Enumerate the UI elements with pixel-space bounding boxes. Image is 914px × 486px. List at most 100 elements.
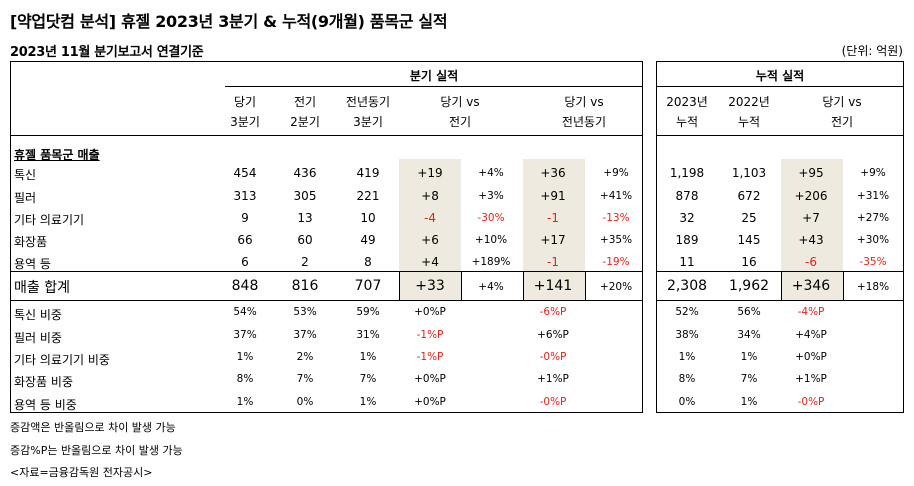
total-q-cur: 848 [231,278,259,294]
total-q-vs-prev-diff: +33 [415,278,445,294]
cell-q-yoy: 8 [364,255,372,269]
cell-q-vs-yoy-diff: +36 [540,166,566,180]
shade-q-vs-yoy [523,159,585,300]
ratio-c-2022: 7% [740,373,758,385]
ratio-label: 톡신 비중 [14,308,62,322]
cell-c-2023: 189 [675,233,699,247]
ratio-c-2023: 8% [678,373,696,385]
total-label: 매출 합계 [14,280,70,296]
row-label: 톡신 [14,168,37,182]
col-header-c-2022: 2022년 누적 [728,95,770,129]
ratio-q-prev: 2% [296,351,314,363]
cell-q-vs-yoy-diff: -1 [547,255,559,269]
total-c-vs-pct: +18% [856,281,890,293]
cell-c-vs-diff: +43 [798,233,824,247]
row-label: 기타 의료기기 [14,213,85,227]
section-label: 휴젤 품목군 매출 [14,148,100,162]
ratio-q-cur: 1% [236,351,254,363]
divider [11,271,643,272]
cell-q-vs-yoy-pct: +41% [599,190,633,202]
ratio-q-prev: 7% [296,373,314,385]
shade-c-vs [781,159,843,300]
divider [461,271,462,300]
ratio-c-vs: -0%P [797,396,825,408]
ratio-q-cur: 37% [233,329,257,341]
col-header-q-vs-yoy: 당기 vs 전년동기 [561,95,607,129]
ratio-c-vs: +1%P [795,373,827,385]
cell-c-2022: 145 [737,233,761,247]
total-q-vs-prev-pct: +4% [478,281,504,293]
cell-q-vs-prev-pct: -30% [477,212,505,224]
cell-c-2022: 16 [741,255,757,269]
divider [657,86,904,87]
ratio-q-vs-yoy: -0%P [539,351,567,363]
cell-c-vs-diff: +95 [798,166,824,180]
ratio-c-2022: 34% [737,329,761,341]
total-c-2023: 2,308 [666,278,708,294]
cell-c-vs-pct: +9% [860,167,886,179]
cell-q-yoy: 49 [360,233,376,247]
divider [657,271,904,272]
cell-q-cur: 66 [237,233,253,247]
unit-label: (단위: 억원) [841,44,903,58]
ratio-q-yoy: 59% [356,306,380,318]
cell-q-yoy: 10 [360,211,376,225]
cell-q-vs-prev-pct: +3% [478,190,504,202]
total-c-2022: 1,962 [728,278,770,294]
ratio-q-vs-prev: -1%P [416,351,444,363]
cell-q-cur: 454 [233,166,257,180]
cell-q-yoy: 221 [356,189,380,203]
ratio-c-2023: 52% [675,306,699,318]
ratio-q-vs-yoy: -0%P [539,396,567,408]
ratio-c-2022: 1% [740,351,758,363]
total-c-vs-diff: +346 [791,278,831,294]
cell-q-prev: 436 [293,166,317,180]
col-header-q-yoy: 전년동기 3분기 [345,95,391,129]
cell-q-vs-prev-diff: -4 [424,211,436,225]
ratio-q-yoy: 1% [359,396,377,408]
divider [585,271,586,300]
cell-q-cur: 6 [241,255,249,269]
note-rounding-percent: 증감%P는 반올림으로 차이 발생 가능 [10,444,183,457]
cell-q-prev: 60 [297,233,313,247]
ratio-q-cur: 54% [233,306,257,318]
cell-q-yoy: 419 [356,166,380,180]
ratio-q-yoy: 7% [359,373,377,385]
ratio-q-cur: 8% [236,373,254,385]
cell-q-vs-prev-diff: +8 [421,189,439,203]
cell-q-cur: 9 [241,211,249,225]
cell-c-vs-diff: -6 [805,255,817,269]
ratio-q-yoy: 1% [359,351,377,363]
cell-q-vs-yoy-pct: -19% [602,256,630,268]
ratio-q-cur: 1% [236,396,254,408]
ratio-c-2022: 1% [740,396,758,408]
ratio-q-vs-yoy: -6%P [539,306,567,318]
cumulative-panel [656,61,904,413]
cell-q-prev: 2 [301,255,309,269]
ratio-c-vs: +0%P [795,351,827,363]
total-q-yoy: 707 [354,278,382,294]
col-header-q-prev: 전기 2분기 [290,95,320,129]
divider [657,135,904,136]
ratio-q-yoy: 31% [356,329,380,341]
col-header-q-cur: 당기 3분기 [230,95,260,129]
ratio-c-vs: +4%P [795,329,827,341]
ratio-q-vs-prev: -1%P [416,329,444,341]
cell-c-2023: 1,198 [669,166,705,180]
ratio-label: 필러 비중 [14,331,62,345]
row-label: 필러 [14,191,37,205]
total-q-vs-yoy-pct: +20% [599,281,633,293]
cell-c-2023: 11 [679,255,695,269]
cell-q-vs-yoy-diff: -1 [547,211,559,225]
total-q-vs-yoy-diff: +141 [533,278,573,294]
col-header-q-vs-prev: 당기 vs 전기 [440,95,480,129]
row-label: 화장품 [14,235,48,249]
ratio-c-2023: 1% [678,351,696,363]
cell-q-vs-prev-diff: +6 [421,233,439,247]
source-note: <자료=금융감독원 전자공시> [10,466,153,479]
ratio-label: 화장품 비중 [14,375,74,389]
ratio-label: 기타 의료기기 비중 [14,353,110,367]
cell-q-vs-yoy-pct: -13% [602,212,630,224]
ratio-label: 용역 등 비중 [14,398,77,412]
note-rounding-amount: 증감액은 반올림으로 차이 발생 가능 [10,421,176,434]
